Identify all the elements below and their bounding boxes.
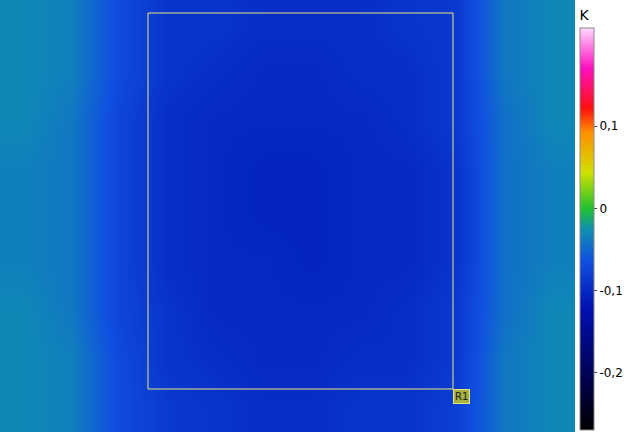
svg-text:0: 0: [599, 202, 607, 216]
svg-text:R1: R1: [455, 391, 468, 402]
svg-text:-0,2: -0,2: [599, 366, 622, 380]
svg-text:K: K: [579, 7, 589, 23]
svg-text:0,1: 0,1: [599, 119, 618, 133]
svg-text:-0,1: -0,1: [599, 284, 622, 298]
